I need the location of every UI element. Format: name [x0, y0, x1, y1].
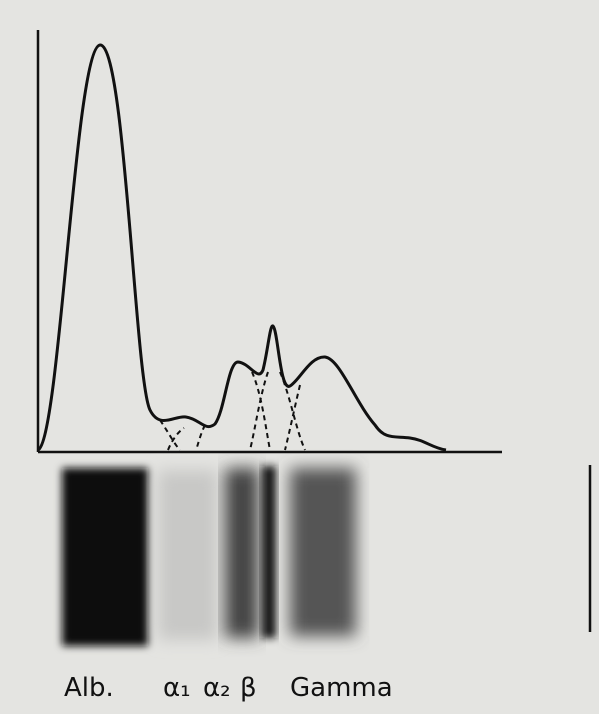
beta-band: [262, 466, 276, 638]
gamma-band: [290, 468, 356, 636]
alpha2-band: [225, 468, 259, 638]
label: α₂: [203, 673, 231, 703]
page: Alb. α₁ α₂ β Gamma (() => { const data =…: [0, 0, 599, 714]
label: Gamma: [290, 673, 393, 703]
label: α₁: [163, 673, 191, 703]
alpha1-band: [158, 470, 218, 640]
label: Alb.: [64, 673, 114, 703]
electrophoresis-strip: [62, 466, 356, 646]
albumin-band: [62, 468, 148, 646]
label: β: [240, 673, 257, 703]
figure: Alb. α₁ α₂ β Gamma: [0, 0, 599, 714]
